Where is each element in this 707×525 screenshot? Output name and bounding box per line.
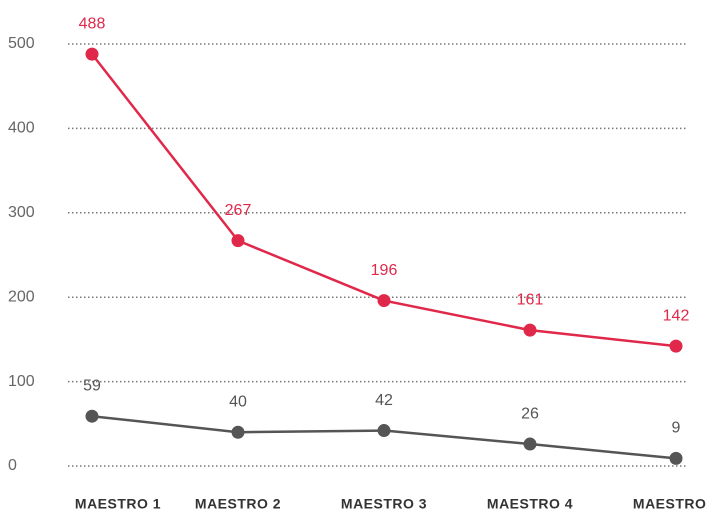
data-point [85,47,99,61]
data-point [669,339,683,353]
x-tick-label: MAESTRO 1 [75,496,161,512]
y-tick-label: 200 [8,288,35,305]
y-tick-label: 0 [8,457,17,474]
x-tick-label: MAESTRO 5 [633,496,707,512]
data-label: 40 [229,393,247,410]
data-point [669,451,683,465]
series-line [91,414,677,460]
data-point [377,294,391,308]
data-point [523,437,537,451]
data-label: 42 [375,392,393,409]
y-tick-label: 300 [8,204,35,221]
y-tick-label: 400 [8,120,35,137]
x-tick-label: MAESTRO 2 [195,496,281,512]
data-point [231,425,245,439]
data-point [523,323,537,337]
y-tick-label: 500 [8,35,35,52]
data-label: 267 [225,202,252,219]
data-point [231,234,245,248]
y-tick-label: 100 [8,373,35,390]
data-label: 142 [663,307,690,324]
data-label: 488 [79,15,106,32]
data-point [85,409,99,423]
data-label: 26 [521,405,539,422]
data-label: 59 [83,377,101,394]
data-point [377,424,391,438]
x-tick-label: MAESTRO 4 [487,496,573,512]
data-label: 161 [517,291,544,308]
data-label: 9 [672,420,681,437]
x-tick-label: MAESTRO 3 [341,496,427,512]
data-label: 196 [371,262,398,279]
